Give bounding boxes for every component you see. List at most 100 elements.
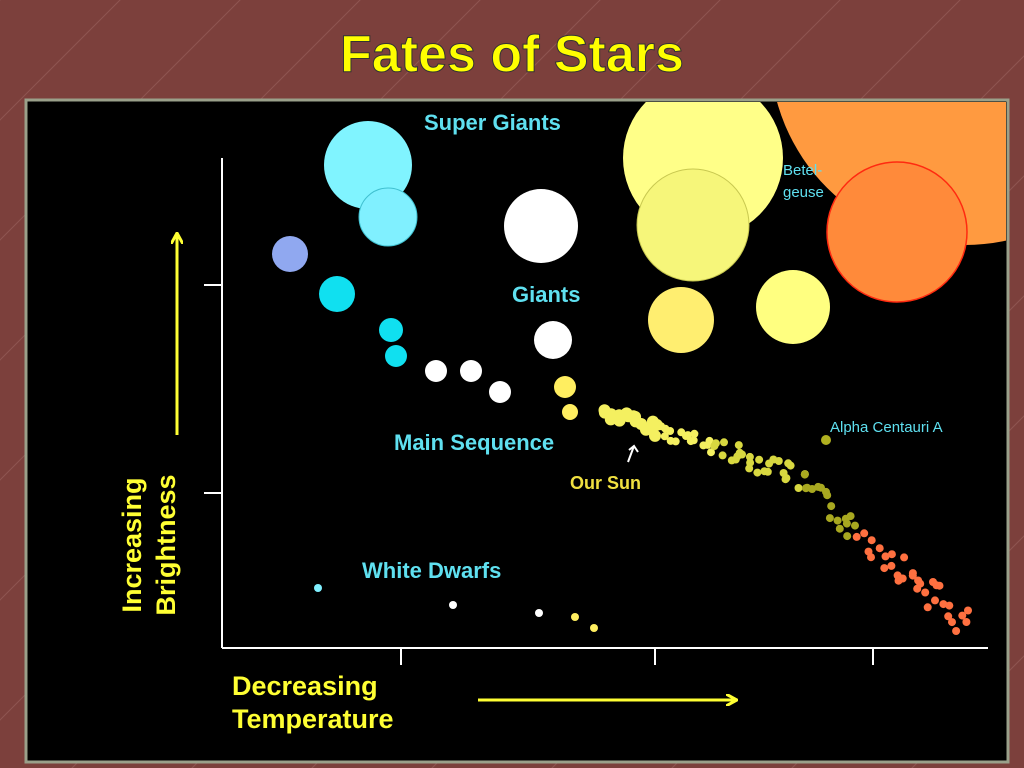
star [554, 376, 576, 398]
star [794, 484, 803, 492]
star [720, 438, 728, 447]
star [944, 612, 953, 621]
star [939, 600, 948, 609]
star [648, 287, 714, 353]
star [962, 618, 971, 626]
star [852, 532, 861, 541]
star [867, 536, 876, 545]
star [489, 381, 511, 403]
star [875, 544, 884, 553]
star [823, 491, 832, 500]
star [952, 627, 961, 635]
star [272, 236, 308, 272]
star [738, 450, 746, 459]
star [900, 553, 909, 562]
star [324, 121, 412, 209]
star [385, 345, 407, 367]
star [860, 529, 869, 538]
label: Giants [512, 282, 580, 307]
star [921, 588, 930, 597]
star [887, 550, 896, 559]
star [964, 606, 972, 615]
star [916, 579, 925, 588]
star [636, 168, 750, 282]
star [690, 429, 699, 438]
star [745, 452, 754, 461]
star [534, 321, 572, 359]
star [821, 435, 831, 445]
slide-title: Fates of Stars [340, 26, 684, 84]
star [562, 404, 578, 420]
label: Betel- [783, 162, 822, 179]
star [683, 431, 692, 440]
star [880, 564, 889, 573]
star [931, 596, 939, 605]
star [800, 470, 809, 479]
star [319, 276, 355, 312]
star [753, 468, 762, 477]
star [827, 502, 836, 511]
label: Main Sequence [394, 430, 554, 455]
y-axis-title: Increasing Brightness [117, 474, 181, 615]
label: Our Sun [570, 473, 641, 493]
star [814, 482, 823, 491]
star [425, 360, 447, 382]
label: White Dwarfs [362, 558, 501, 583]
star [671, 437, 680, 446]
star [958, 611, 967, 620]
label: Super Giants [424, 110, 561, 135]
star [660, 432, 669, 441]
stars [272, 102, 1006, 635]
star [833, 516, 842, 525]
star [846, 512, 855, 521]
star [703, 440, 712, 449]
star [887, 561, 896, 570]
label: geuse [783, 184, 824, 201]
label: Alpha Centauri A [830, 419, 943, 436]
star [808, 485, 817, 493]
x-axis-title-line: Decreasing [232, 671, 378, 701]
star [379, 318, 403, 342]
star [745, 464, 754, 473]
star [923, 603, 932, 612]
star [843, 532, 852, 541]
star [460, 360, 482, 382]
star [755, 455, 764, 464]
star [948, 618, 956, 627]
star [666, 427, 675, 435]
star [769, 455, 778, 464]
x-axis-title-line: Temperature [232, 704, 394, 734]
y-axis-title-line: Brightness [151, 474, 181, 615]
star [786, 461, 795, 470]
star [763, 467, 772, 476]
star [825, 514, 834, 523]
star [711, 439, 720, 448]
star [718, 451, 727, 460]
star [935, 581, 944, 590]
star [571, 613, 579, 621]
star [781, 475, 790, 484]
star [908, 569, 917, 578]
star [635, 418, 648, 430]
star [898, 574, 907, 583]
star [504, 189, 578, 263]
star [851, 521, 859, 530]
star [881, 552, 890, 561]
star [649, 429, 661, 442]
star [756, 270, 830, 344]
pointer [627, 444, 639, 463]
star [358, 187, 418, 247]
star [826, 161, 968, 303]
star [867, 553, 875, 562]
star [689, 436, 698, 445]
y-axis-title-line: Increasing [117, 477, 147, 612]
star [734, 441, 743, 450]
star [449, 601, 457, 609]
star [835, 524, 844, 533]
star [314, 584, 322, 592]
axes [204, 158, 988, 665]
star [707, 448, 715, 457]
star [535, 609, 543, 617]
star [590, 624, 598, 632]
